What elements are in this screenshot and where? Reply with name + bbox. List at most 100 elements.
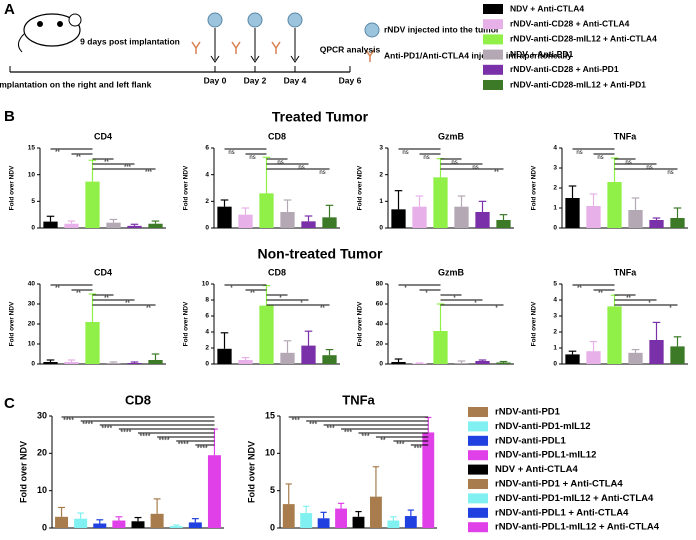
bar xyxy=(412,363,427,364)
y-tick-label: 60 xyxy=(376,301,384,308)
day-label: Day 6 xyxy=(339,75,362,85)
significance-label: *** xyxy=(309,421,317,428)
bar xyxy=(607,306,622,364)
y-tick-label: 0 xyxy=(205,361,209,368)
y-axis-label: Fold over NDV xyxy=(9,301,16,346)
y-tick-label: 6 xyxy=(205,313,209,320)
significance-label: **** xyxy=(63,417,74,424)
y-tick-label: 3 xyxy=(553,313,557,320)
bar xyxy=(335,508,347,528)
bar xyxy=(322,355,337,364)
legend-swatch xyxy=(483,49,503,60)
y-axis-label: Fold over NDV xyxy=(9,165,16,210)
bar xyxy=(282,504,295,528)
significance-label: ** xyxy=(104,160,109,166)
y-axis-label: Fold over NDV xyxy=(18,441,28,503)
significance-label: ns xyxy=(451,160,457,166)
bar xyxy=(586,351,601,364)
significance-label: * xyxy=(425,291,428,297)
legend-swatch xyxy=(468,522,488,533)
significance-label: **** xyxy=(178,441,189,448)
day-label: Day 4 xyxy=(284,75,307,85)
y-tick-label: 10 xyxy=(202,281,210,288)
significance-label: ** xyxy=(55,150,60,156)
legend-swatch xyxy=(468,450,488,461)
y-tick-label: 2 xyxy=(205,198,209,205)
legend-label: rNDV-anti-CD28-mIL12 + Anti-CTLA4 xyxy=(510,34,657,44)
y-tick-label: 3 xyxy=(553,165,557,172)
legend-swatch xyxy=(483,19,503,30)
bar xyxy=(106,363,121,364)
bar xyxy=(433,331,448,364)
chart-title: CD4 xyxy=(94,131,112,141)
bar xyxy=(131,521,145,528)
significance-label: *** xyxy=(361,433,369,440)
significance-label: **** xyxy=(159,437,170,444)
significance-label: * xyxy=(648,301,651,307)
significance-label: ns xyxy=(597,155,603,161)
significance-label: ** xyxy=(320,306,325,312)
significance-label: ns xyxy=(423,155,429,161)
significance-label: **** xyxy=(101,425,112,432)
y-tick-label: 1 xyxy=(379,198,383,205)
bar xyxy=(112,520,126,528)
day-label: Day 0 xyxy=(204,75,227,85)
bar xyxy=(391,362,406,364)
bar xyxy=(148,360,163,364)
y-tick-label: 4 xyxy=(205,171,209,178)
bar xyxy=(217,348,232,364)
significance-label: *** xyxy=(344,429,352,436)
significance-label: ** xyxy=(55,286,60,292)
bar xyxy=(43,221,58,228)
y-tick-label: 5 xyxy=(553,281,557,288)
legend-label: rNDV-anti-PDL1 xyxy=(495,435,566,446)
significance-label: ns xyxy=(228,150,234,156)
significance-label: ** xyxy=(125,301,130,307)
legend-swatch xyxy=(468,507,488,518)
significance-label: ns xyxy=(298,165,304,171)
y-tick-label: 0 xyxy=(379,361,383,368)
legend-swatch xyxy=(483,80,503,90)
y-tick-label: 2 xyxy=(379,171,383,178)
legend-swatch xyxy=(468,479,488,489)
significance-label: ns xyxy=(625,160,631,166)
bar xyxy=(93,523,107,528)
y-axis-label: Fold over NDV xyxy=(357,165,364,210)
significance-label: ** xyxy=(577,286,582,292)
significance-label: ** xyxy=(104,296,109,302)
bar xyxy=(454,363,469,364)
bar xyxy=(475,361,490,364)
y-tick-label: 15 xyxy=(265,410,275,420)
bar xyxy=(207,455,221,528)
y-tick-label: 1 xyxy=(553,345,557,352)
significance-label: ** xyxy=(626,296,631,302)
y-tick-label: 20 xyxy=(37,448,47,458)
significance-label: ns xyxy=(472,165,478,171)
bar xyxy=(387,520,400,528)
significance-label: **** xyxy=(82,421,93,428)
legend-swatch xyxy=(483,4,503,14)
bar xyxy=(280,212,295,228)
bar xyxy=(649,340,664,364)
significance-label: * xyxy=(230,286,233,292)
legend-swatch xyxy=(483,34,503,45)
y-tick-label: 0 xyxy=(553,225,557,232)
y-axis-label: Fold over NDV xyxy=(183,165,190,210)
section-title: Treated Tumor xyxy=(272,109,369,125)
legend-swatch xyxy=(468,421,488,432)
y-tick-label: 20 xyxy=(28,321,36,328)
legend-label: rNDV-anti-PDL1-mIL12 + Anti-CTLA4 xyxy=(495,522,660,533)
bar xyxy=(106,222,121,228)
bar xyxy=(404,516,417,528)
bar xyxy=(565,354,580,364)
bar xyxy=(301,345,316,364)
y-tick-label: 8 xyxy=(205,297,209,304)
bar xyxy=(565,198,580,228)
bar xyxy=(586,206,601,228)
y-tick-label: 40 xyxy=(376,321,384,328)
y-tick-label: 0 xyxy=(42,522,47,532)
day-label: Day 2 xyxy=(244,75,267,85)
panel-label: B xyxy=(4,108,15,125)
y-tick-label: 15 xyxy=(28,145,36,152)
